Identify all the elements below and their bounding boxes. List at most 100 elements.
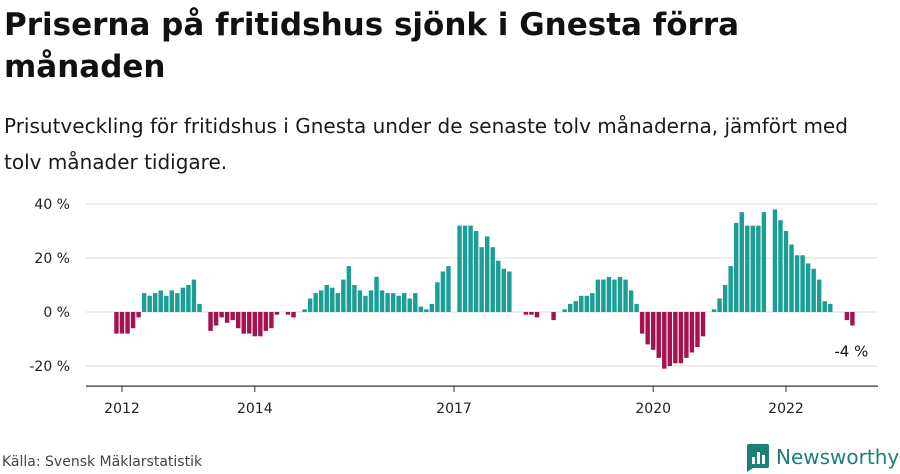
- bar: [130, 312, 136, 329]
- bar: [601, 279, 606, 312]
- bar: [197, 303, 202, 312]
- bar: [529, 312, 534, 315]
- bar: [634, 303, 639, 312]
- bar: [357, 290, 363, 312]
- brand-logo: Newsworthy: [744, 440, 899, 474]
- bar: [401, 293, 407, 312]
- bar: [335, 293, 341, 312]
- bar: [413, 293, 418, 312]
- bar: [374, 276, 379, 312]
- bar: [313, 293, 318, 312]
- bar: [141, 293, 147, 312]
- bar: [761, 212, 767, 312]
- bar: [285, 312, 291, 315]
- bar: [407, 298, 412, 312]
- bar: [733, 222, 739, 312]
- x-tick-label: 2020: [635, 401, 671, 417]
- bar: [551, 312, 556, 321]
- bar: [396, 295, 401, 312]
- bar: [263, 312, 269, 331]
- bar: [850, 312, 855, 326]
- bar: [656, 312, 661, 358]
- bar: [291, 312, 296, 318]
- bar: [844, 312, 850, 321]
- bar: [711, 309, 717, 312]
- y-tick-label: 0 %: [43, 305, 70, 321]
- bar: [180, 287, 186, 312]
- bar: [805, 263, 811, 312]
- bar: [390, 293, 396, 312]
- bar: [152, 293, 158, 312]
- bar: [783, 231, 789, 312]
- bar: [717, 298, 722, 312]
- bar: [722, 285, 728, 312]
- bar: [612, 279, 617, 312]
- bar: [623, 279, 628, 312]
- bar: [125, 312, 130, 334]
- bar: [363, 295, 368, 312]
- bar: [490, 247, 495, 312]
- bar: [662, 312, 667, 369]
- bar-chart: 40 % 20 % 0 % -20 % 2012 2014 2017 2020 2022 -4…: [29, 197, 878, 417]
- bar: [158, 290, 163, 312]
- bar: [274, 312, 280, 315]
- y-tick-label: 40 %: [34, 197, 70, 213]
- bar: [639, 312, 645, 334]
- bar: [186, 285, 191, 312]
- chart-subtitle: Prisutveckling för fritidshus i Gnesta u…: [4, 114, 848, 174]
- bar: [169, 290, 175, 312]
- bar: [341, 279, 346, 312]
- bar: [484, 236, 490, 312]
- bar: [507, 271, 512, 312]
- newsworthy-logo-icon: [747, 444, 769, 472]
- bar: [617, 276, 623, 312]
- bar: [468, 225, 473, 312]
- bar: [567, 303, 573, 312]
- bars: [114, 209, 855, 369]
- bar: [750, 225, 756, 312]
- y-axis-labels: 40 % 20 % 0 % -20 %: [29, 197, 70, 375]
- bar: [368, 290, 374, 312]
- bar: [175, 293, 180, 312]
- bar: [241, 312, 246, 334]
- bar: [800, 255, 805, 312]
- bar: [307, 298, 313, 312]
- bar: [330, 287, 335, 312]
- bar: [584, 295, 590, 312]
- bar: [828, 303, 833, 312]
- chart-title: Priserna på fritidshus sjönk i Gnesta fö…: [4, 7, 740, 85]
- bar: [562, 309, 567, 312]
- bar: [352, 285, 357, 312]
- bar: [772, 209, 778, 312]
- bar: [684, 312, 689, 358]
- bar: [645, 312, 650, 345]
- x-axis-labels: 2012 2014 2017 2020 2022: [104, 386, 804, 417]
- bar: [213, 312, 219, 326]
- bar: [429, 303, 435, 312]
- bar: [302, 309, 307, 312]
- bar: [258, 312, 263, 337]
- y-tick-label: 20 %: [34, 251, 70, 267]
- bar: [789, 244, 794, 312]
- bar: [191, 279, 197, 312]
- bar: [673, 312, 678, 364]
- bar: [119, 312, 125, 334]
- bar: [695, 312, 700, 348]
- bar: [678, 312, 684, 364]
- y-tick-label: -20 %: [29, 359, 70, 375]
- annotations: -4 %: [834, 343, 868, 361]
- x-tick-label: 2012: [104, 401, 140, 417]
- bar: [728, 266, 733, 312]
- bar: [385, 293, 390, 312]
- bar: [523, 312, 529, 315]
- last-value-label: -4 %: [834, 343, 868, 361]
- bar: [147, 295, 152, 312]
- bar: [473, 231, 479, 312]
- bar: [756, 225, 761, 312]
- bar: [224, 312, 230, 323]
- bar: [628, 290, 634, 312]
- source-note: Källa: Svensk Mäklarstatistik: [2, 454, 203, 470]
- bar: [595, 279, 601, 312]
- bar: [247, 312, 252, 334]
- bar: [435, 282, 440, 312]
